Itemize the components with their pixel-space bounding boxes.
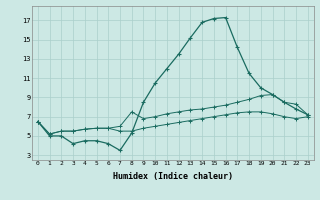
X-axis label: Humidex (Indice chaleur): Humidex (Indice chaleur) [113, 172, 233, 181]
